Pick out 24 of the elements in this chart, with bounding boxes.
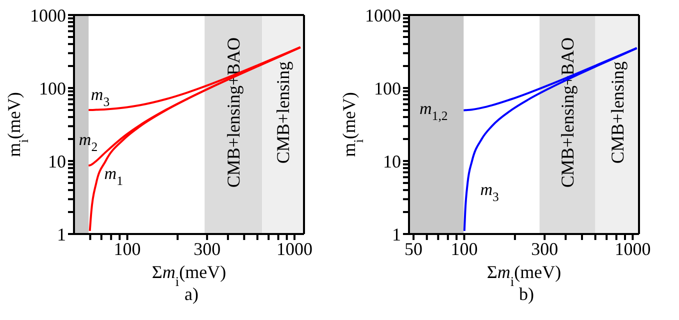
y-tick-label: 100 bbox=[39, 78, 66, 98]
band-label: CMB+lensing bbox=[607, 61, 628, 164]
y-tick-label: 100 bbox=[374, 78, 401, 98]
x-tick-label: 50 bbox=[404, 238, 423, 259]
series-label: m$_{2}$ bbox=[78, 130, 98, 154]
y-tick-label: 1000 bbox=[30, 5, 66, 26]
x-tick-label: 300 bbox=[531, 238, 558, 259]
series-label: m$_{1,2}$ bbox=[420, 99, 448, 124]
series-label: m$_{3}$ bbox=[480, 180, 499, 204]
series-label: m$_{3}$ bbox=[90, 84, 110, 109]
series-label: m$_{1}$ bbox=[104, 164, 123, 188]
band-label: CMB+lensing+BAO bbox=[223, 37, 244, 188]
x-tick-label: 1000 bbox=[276, 238, 312, 259]
y-tick-label: 1000 bbox=[365, 5, 401, 26]
band-label: CMB+lensing bbox=[273, 61, 294, 164]
band-label: CMB+lensing+BAO bbox=[558, 37, 578, 188]
y-tick-label: 10 bbox=[383, 151, 401, 172]
y-tick-label: 1 bbox=[392, 224, 401, 244]
x-tick-label: 100 bbox=[450, 238, 478, 259]
y-tick-label: 10 bbox=[48, 151, 66, 172]
x-tick-label: 100 bbox=[114, 238, 141, 259]
x-tick-label: 300 bbox=[194, 238, 221, 259]
y-tick-label: 1 bbox=[57, 224, 66, 244]
x-tick-label: 1000 bbox=[614, 238, 651, 259]
